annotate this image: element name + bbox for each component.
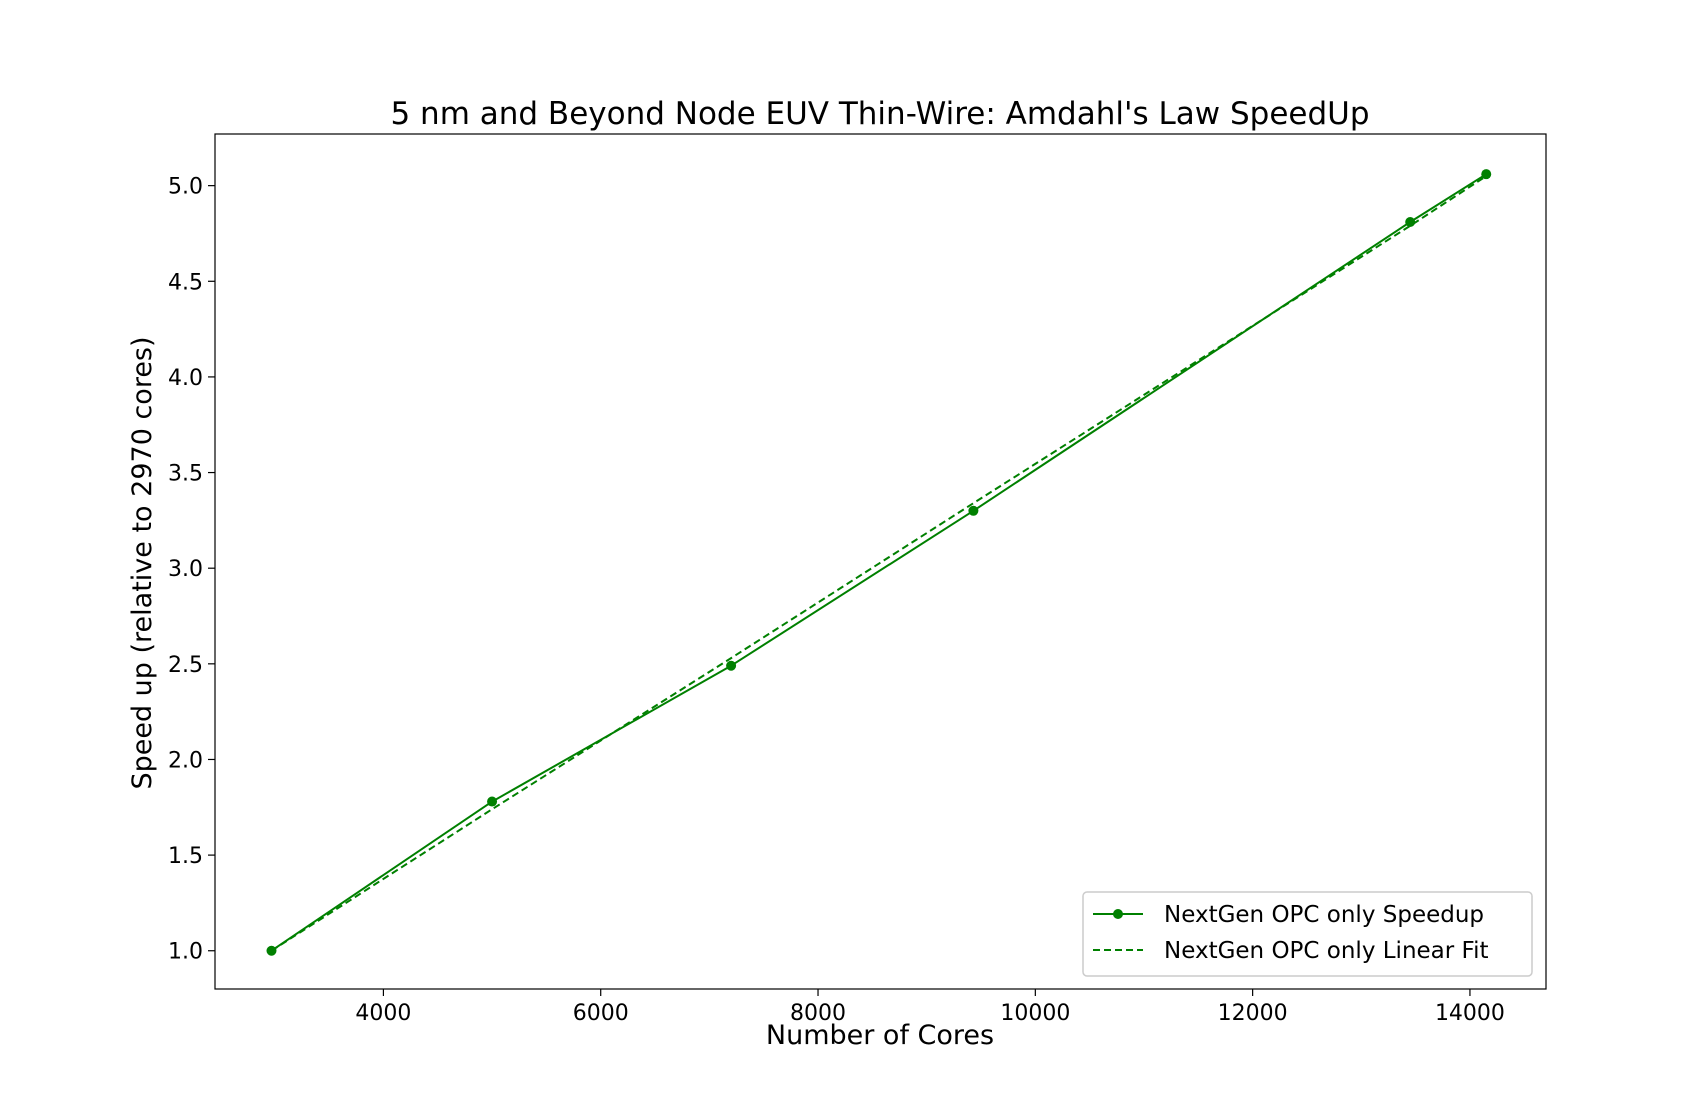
y-tick-label: 4.5	[168, 270, 203, 295]
x-tick-label: 4000	[355, 1001, 411, 1026]
speedup-data-point	[1481, 169, 1492, 180]
y-tick-label: 5.0	[168, 175, 203, 200]
x-tick-label: 6000	[573, 1001, 629, 1026]
x-axis-label: Number of Cores	[766, 1020, 994, 1051]
y-tick-label: 3.5	[168, 462, 203, 487]
y-axis-label: Speed up (relative to 2970 cores)	[127, 336, 158, 789]
legend-linear-fit-label: NextGen OPC only Linear Fit	[1164, 938, 1489, 964]
plot-area-frame	[214, 133, 1547, 990]
speedup-data-point	[266, 945, 277, 956]
y-tick-label: 1.5	[168, 844, 203, 869]
y-tick-label: 3.0	[168, 557, 203, 582]
legend-speedup-label: NextGen OPC only Speedup	[1164, 902, 1484, 928]
x-tick-label: 12000	[1218, 1001, 1288, 1026]
speedup-data-point	[487, 796, 498, 807]
y-tick-label: 2.0	[168, 748, 203, 773]
legend-speedup-marker-icon	[1113, 909, 1123, 919]
x-tick-label: 10000	[1000, 1001, 1070, 1026]
chart-title: 5 nm and Beyond Node EUV Thin-Wire: Amda…	[390, 96, 1369, 132]
y-tick-label: 1.0	[168, 940, 203, 965]
x-tick-label: 8000	[790, 1001, 846, 1026]
y-tick-label: 2.5	[168, 653, 203, 678]
speedup-data-point	[726, 660, 737, 671]
speedup-data-point	[968, 505, 979, 516]
speedup-data-point	[1405, 216, 1416, 227]
legend: NextGen OPC only Speedup NextGen OPC onl…	[1082, 891, 1533, 977]
y-tick-label: 4.0	[168, 366, 203, 391]
linear-fit-series-line	[270, 175, 1487, 952]
legend-box	[1082, 891, 1533, 977]
speedup-series-line	[270, 173, 1487, 952]
x-tick-label: 14000	[1435, 1001, 1505, 1026]
